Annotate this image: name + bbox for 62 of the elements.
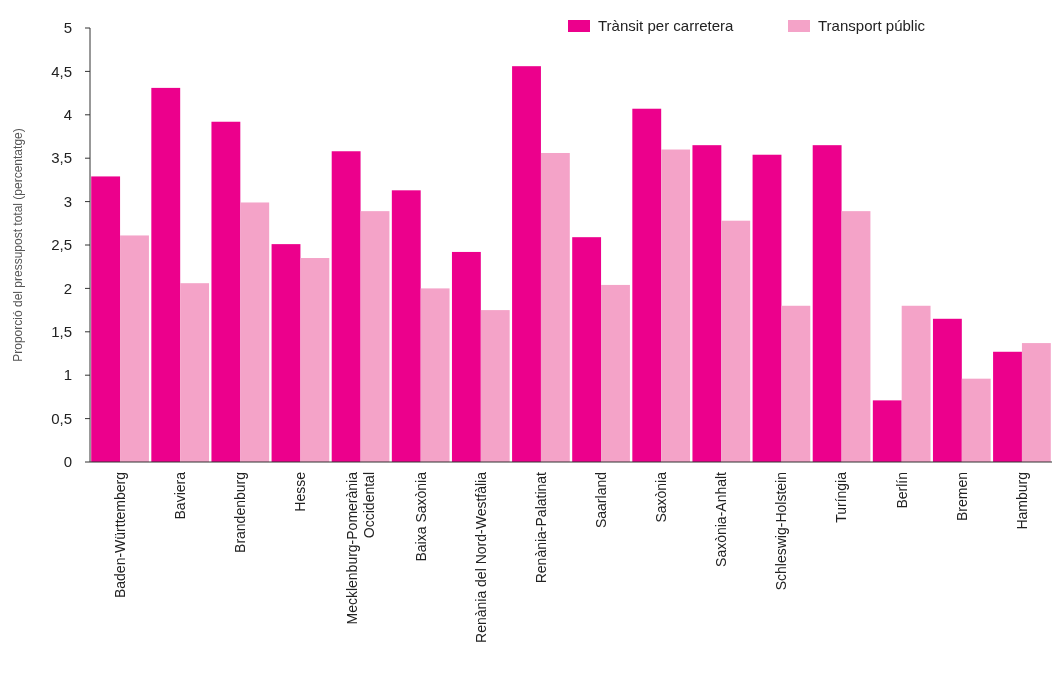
y-axis-title: Proporció del pressupost total (percentatge): [11, 128, 25, 362]
x-tick-label: Saxònia-Anhalt: [713, 471, 730, 567]
x-tick-label: Berlín: [893, 472, 910, 509]
x-tick-label: Renània-Palatinat: [532, 471, 549, 584]
bar: [692, 145, 722, 462]
bar: [420, 288, 450, 462]
bar: [721, 220, 751, 462]
bar: [961, 378, 991, 462]
x-tick-label: Turíngia: [833, 471, 850, 523]
bar: [451, 251, 481, 462]
bar: [391, 190, 421, 462]
bar: [360, 211, 390, 462]
x-tick-label: Baden-Württemberg: [111, 472, 128, 599]
bar: [812, 145, 842, 462]
bar: [151, 87, 181, 462]
bar: [781, 305, 811, 462]
bar: [841, 211, 871, 462]
bar: [901, 305, 931, 462]
y-tick-label: 4,5: [51, 62, 72, 80]
x-tick-label: Schleswig-Holstein: [773, 472, 790, 591]
y-tick-label: 5: [63, 19, 72, 37]
bar: [300, 258, 330, 462]
x-tick-label: Brandenburg: [232, 472, 249, 553]
y-tick-label: 0: [63, 453, 72, 471]
x-tick-label: Hesse: [292, 471, 309, 512]
bar: [512, 66, 541, 462]
y-tick-label: 1,5: [51, 323, 72, 341]
bar: [601, 284, 630, 462]
y-tick-label: 4: [63, 106, 72, 124]
bar: [331, 151, 361, 462]
bar: [752, 154, 782, 462]
y-tick-label: 2: [63, 279, 72, 297]
x-tick-label: Baviera: [172, 471, 189, 520]
bar: [540, 152, 570, 462]
bar: [91, 176, 121, 462]
x-tick-label: Bremen: [953, 472, 970, 522]
bar: [932, 318, 962, 462]
bar: [1021, 343, 1051, 462]
x-tick-label: Saarland: [592, 472, 609, 529]
bar: [240, 202, 270, 462]
x-tick-label: Renània del Nord-Westfàlia: [472, 471, 489, 643]
y-tick-label: 0,5: [51, 409, 72, 427]
bar: [572, 237, 602, 462]
y-tick-label: 2,5: [51, 236, 72, 254]
bar: [872, 400, 902, 462]
bar: [993, 351, 1022, 462]
y-tick-label: 3,5: [51, 149, 72, 167]
bar: [180, 283, 210, 462]
x-tick-label: Saxònia: [653, 471, 670, 523]
bar: [480, 310, 510, 462]
x-tick-label: Baixa Saxònia: [412, 471, 429, 562]
bar: [271, 244, 301, 462]
bar: [632, 108, 662, 462]
x-tick-label: Hamburg: [1013, 472, 1030, 530]
y-tick-label: 3: [63, 192, 72, 210]
bar: [211, 121, 241, 462]
y-tick-label: 1: [63, 366, 72, 384]
x-tick-label: Mecklenburg-Pomerània Occidental: [344, 471, 377, 625]
legend-label: Transport públic: [818, 17, 926, 35]
bar: [120, 235, 149, 462]
legend-label: Trànsit per carretera: [598, 17, 734, 35]
bar: [661, 149, 691, 462]
